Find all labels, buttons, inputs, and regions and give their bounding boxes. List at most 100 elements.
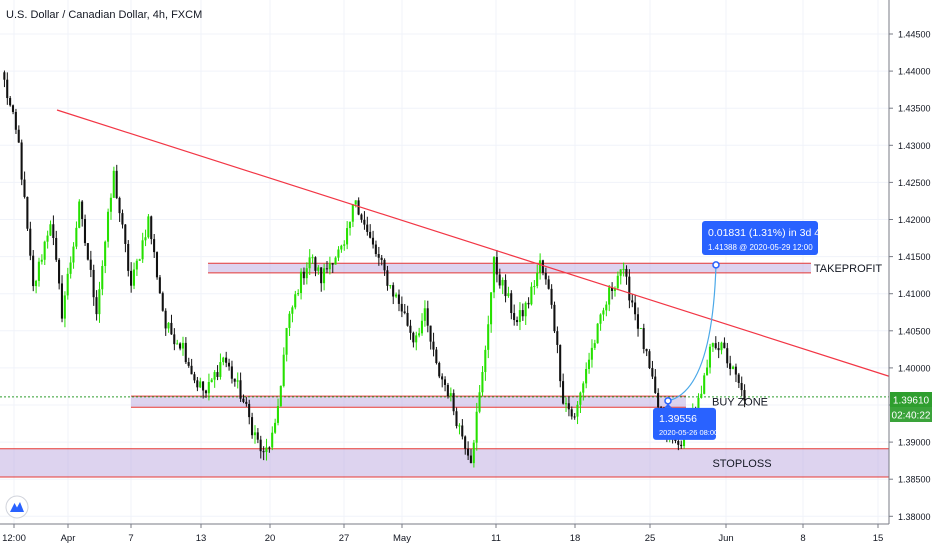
candle-body: [81, 201, 84, 220]
candle-body: [37, 261, 40, 281]
candle-body: [435, 349, 438, 364]
candle-body: [276, 406, 279, 423]
candle-body: [233, 378, 236, 382]
current-price-label: 1.39610: [893, 396, 930, 407]
candle-body: [449, 393, 452, 397]
candle-body: [49, 224, 52, 236]
candle-body: [75, 227, 78, 247]
candle-body: [536, 272, 539, 287]
tradingview-logo[interactable]: [5, 495, 29, 519]
candle-body: [570, 409, 573, 417]
time-axis[interactable]: 12:00 Apr 7 13 20 27 May 11 18 25 Jun 8 15: [2, 524, 883, 544]
candle-body: [40, 259, 43, 262]
candle-body: [176, 343, 179, 345]
y-tick-label: 1.40000: [898, 363, 931, 373]
candle-body: [130, 270, 133, 286]
candle-body: [196, 380, 199, 388]
candle-body: [582, 383, 585, 393]
candle-body: [302, 271, 305, 279]
candle-body: [202, 381, 205, 391]
candle-body: [527, 302, 530, 305]
y-tick-label: 1.38500: [898, 475, 931, 485]
candle-body: [711, 343, 714, 347]
candle-body: [20, 142, 23, 180]
candle-body: [259, 439, 262, 452]
candle-body: [593, 343, 596, 348]
candle-body: [642, 328, 645, 349]
price-axis-background: [889, 0, 932, 550]
candle-body: [677, 440, 680, 445]
candle-body: [230, 366, 233, 379]
candle-body: [484, 349, 487, 373]
candle-body: [418, 333, 421, 336]
candle-body: [282, 354, 285, 386]
point-sublabel: 2020-05-26 08:00: [659, 428, 718, 437]
candle-body: [371, 237, 375, 245]
candle-body: [495, 257, 498, 275]
candle-body: [305, 268, 308, 279]
candle-body: [651, 368, 654, 377]
zone-label: TAKEPROFIT: [814, 263, 883, 275]
candle-body: [250, 417, 254, 436]
candle-body: [498, 274, 501, 286]
candle-body: [55, 237, 58, 260]
y-tick-label: 1.39000: [898, 438, 931, 448]
candle-body: [487, 324, 490, 350]
candle-body: [734, 366, 737, 375]
candle-body: [343, 244, 346, 246]
candle-body: [268, 447, 271, 449]
candle-body: [325, 268, 328, 270]
logo-mark: [10, 502, 24, 512]
y-tick-label: 1.41500: [898, 252, 931, 262]
candle-body: [726, 348, 729, 364]
candle-body: [490, 292, 493, 325]
candle-body: [723, 342, 726, 349]
candle-body: [83, 219, 87, 244]
candle-body: [265, 447, 268, 452]
candle-body: [513, 313, 516, 321]
candle-body: [628, 276, 631, 301]
candle-body: [210, 379, 213, 383]
candle-body: [26, 196, 29, 229]
candle-body: [245, 401, 248, 404]
candle-body: [308, 257, 311, 269]
candle-body: [66, 273, 69, 296]
candle-body: [285, 327, 288, 355]
candle-body: [253, 432, 256, 436]
candle-body: [737, 374, 740, 383]
candle-body: [164, 310, 167, 329]
candle-body: [187, 362, 190, 366]
candle-body: [492, 257, 495, 293]
candle-body: [6, 79, 9, 99]
candle-body: [357, 200, 360, 215]
candle-body: [573, 416, 576, 418]
candle-body: [458, 425, 461, 427]
candle-body: [72, 246, 75, 263]
candle-body: [199, 381, 202, 388]
candle-body: [150, 216, 153, 240]
candle-body: [605, 304, 608, 311]
candle-body: [441, 376, 444, 380]
y-tick-label: 1.43000: [898, 141, 931, 151]
measure-label-box: [702, 221, 818, 255]
candle-body: [14, 111, 17, 130]
candle-body: [337, 249, 340, 258]
candle-body: [720, 342, 723, 351]
candle-body: [438, 363, 441, 377]
anchor-point-end: [712, 261, 720, 269]
candle-body: [124, 224, 127, 244]
candle-body: [132, 269, 135, 286]
resistance-trendline: [56, 109, 932, 391]
candle-body: [181, 342, 184, 349]
candle-body: [403, 311, 406, 313]
drawings-layer: 0.01831 (1.31%) in 3d 4h 1.41388 @ 2020-0…: [56, 109, 932, 440]
zone-2: [0, 448, 889, 477]
candle-body: [389, 285, 392, 287]
candle-body: [334, 257, 337, 265]
candle-body: [262, 451, 265, 453]
countdown-label: 02:40:22: [892, 411, 931, 422]
candle-body: [297, 293, 300, 295]
candle-body: [432, 341, 435, 350]
candle-body: [420, 320, 423, 334]
